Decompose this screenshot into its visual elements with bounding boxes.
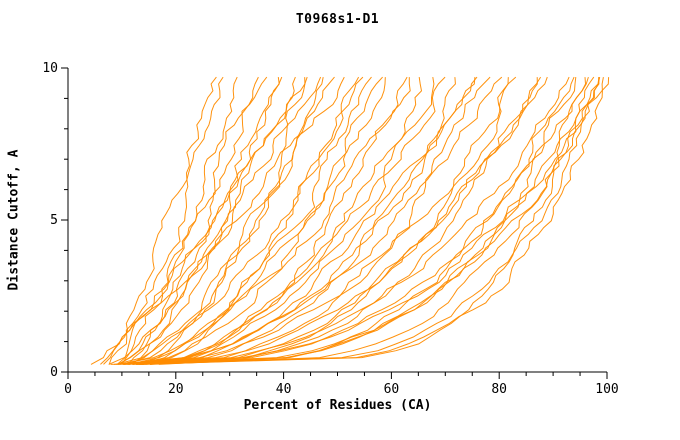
model-curve bbox=[100, 76, 217, 365]
model-curve bbox=[116, 76, 238, 365]
model-curve bbox=[123, 76, 517, 365]
model-curve bbox=[142, 76, 446, 365]
model-curve bbox=[128, 77, 435, 365]
model-curve bbox=[108, 76, 268, 365]
model-curve bbox=[132, 76, 503, 365]
model-curve bbox=[136, 77, 600, 365]
chart-title: T0968s1-D1 bbox=[295, 12, 380, 27]
model-curve bbox=[108, 76, 224, 365]
model-curve bbox=[123, 76, 589, 365]
model-curve bbox=[150, 77, 538, 365]
model-curve bbox=[120, 76, 364, 365]
model-curve bbox=[142, 77, 386, 365]
model-curve bbox=[117, 77, 280, 365]
model-curve bbox=[133, 77, 456, 365]
model-curve bbox=[135, 76, 570, 365]
model-curve bbox=[119, 77, 411, 365]
x-tick-label: 80 bbox=[491, 382, 507, 397]
x-tick-label: 100 bbox=[595, 382, 618, 397]
model-curve bbox=[139, 77, 577, 365]
model-curve bbox=[135, 76, 595, 365]
y-tick-label: 0 bbox=[50, 365, 58, 380]
x-tick-label: 20 bbox=[168, 382, 184, 397]
x-tick-label: 60 bbox=[384, 382, 400, 397]
model-curve bbox=[142, 76, 491, 365]
model-curve bbox=[110, 77, 600, 365]
model-curve bbox=[149, 77, 587, 365]
model-curve bbox=[138, 76, 548, 365]
model-curve bbox=[90, 76, 345, 365]
model-curve bbox=[131, 76, 408, 365]
model-curve bbox=[120, 76, 259, 365]
model-curve bbox=[135, 76, 542, 365]
model-curve bbox=[140, 77, 604, 365]
model-curve bbox=[145, 77, 509, 365]
model-curve bbox=[117, 77, 476, 365]
model-curve bbox=[158, 76, 575, 365]
model-curve bbox=[128, 77, 324, 365]
model-curve bbox=[128, 76, 360, 365]
model-curve bbox=[127, 76, 383, 365]
model-curve bbox=[103, 76, 308, 365]
model-curve bbox=[113, 76, 601, 365]
model-curve bbox=[122, 77, 610, 365]
x-axis-label: Percent of Residues (CA) bbox=[243, 398, 432, 413]
x-tick-label: 0 bbox=[64, 382, 72, 397]
y-axis-label: Distance Cutoff, A bbox=[6, 149, 22, 291]
y-tick-label: 10 bbox=[42, 61, 58, 76]
y-tick-label: 5 bbox=[50, 213, 58, 228]
x-tick-label: 40 bbox=[276, 382, 292, 397]
model-curve bbox=[140, 76, 322, 365]
